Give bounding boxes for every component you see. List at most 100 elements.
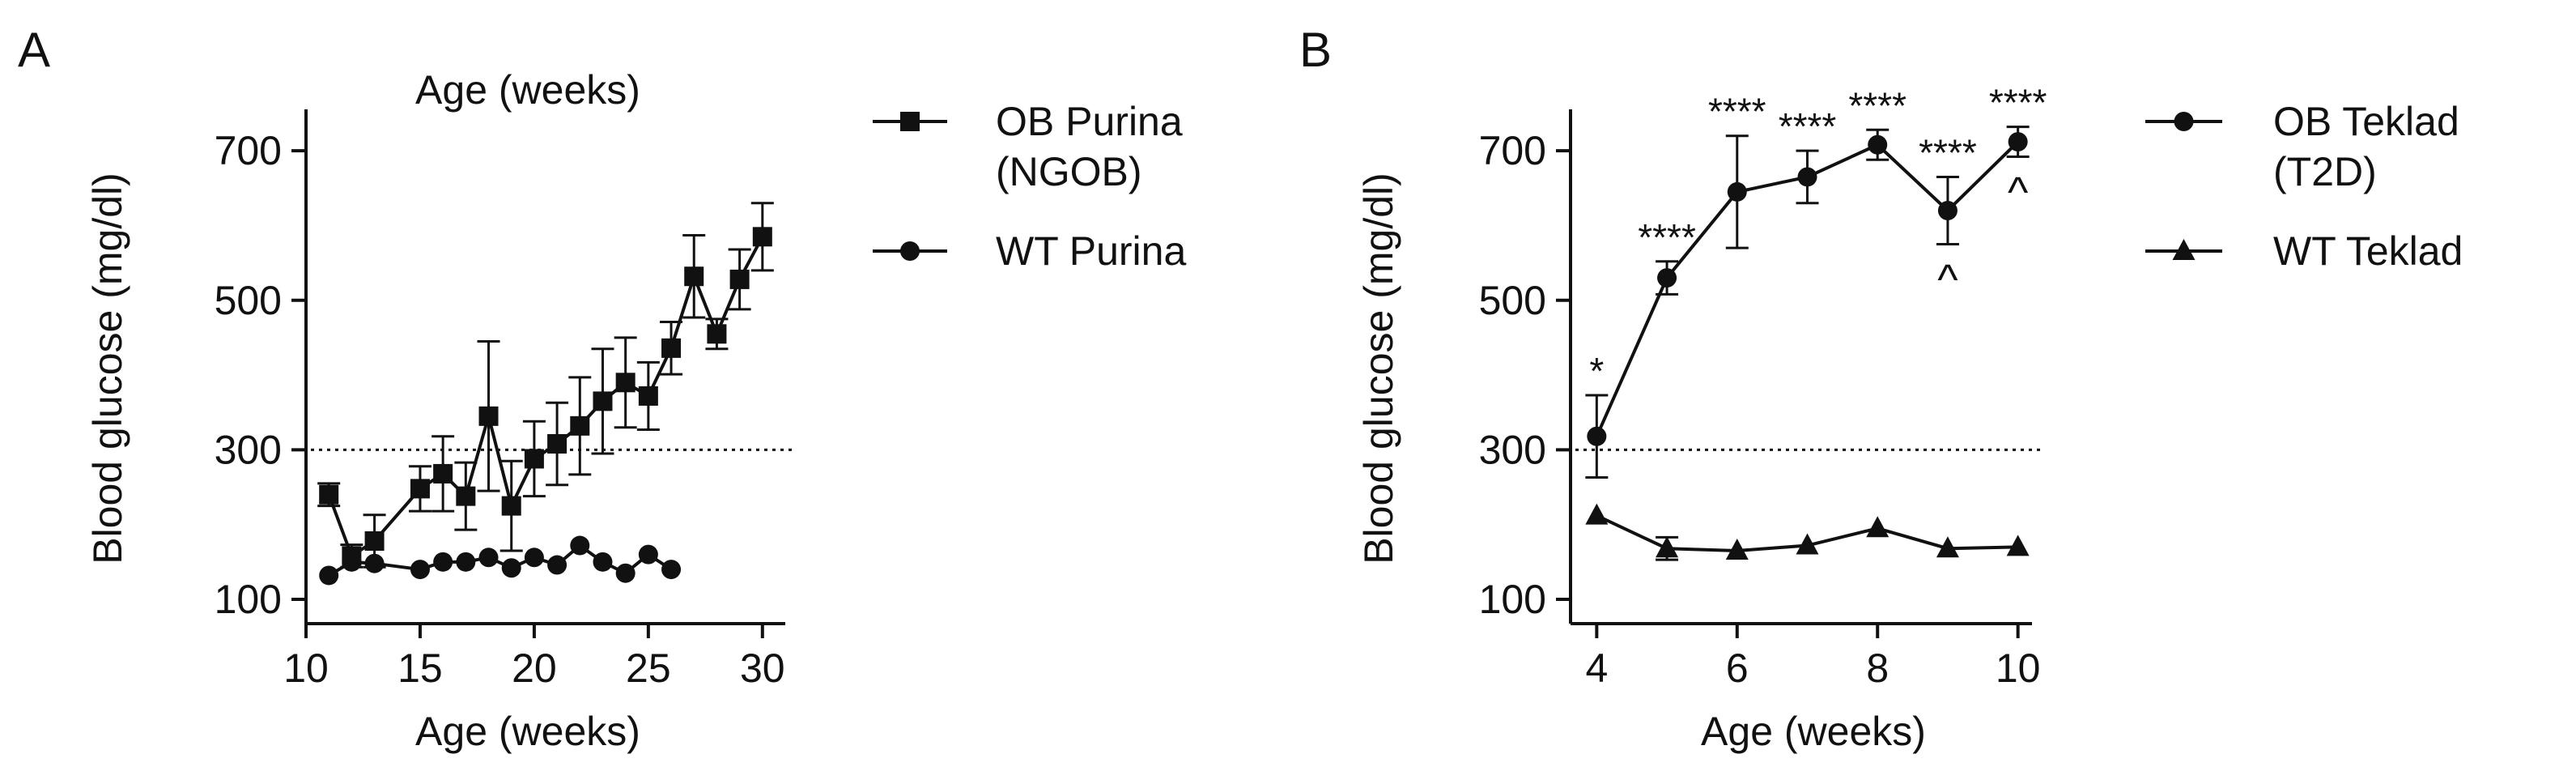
data-point (410, 560, 430, 580)
data-point (638, 544, 658, 565)
data-point (410, 479, 430, 499)
data-point (2006, 535, 2030, 556)
x-tick-label: 20 (512, 646, 557, 691)
panel-letter-b: B (1299, 23, 1332, 77)
y-tick-label: 300 (215, 427, 282, 472)
legend-label: WT Purina (996, 228, 1186, 274)
x-tick-label: 15 (397, 646, 443, 691)
data-point (661, 560, 682, 580)
legend-label: (T2D) (2273, 149, 2377, 194)
x-tick-label: 6 (1726, 646, 1749, 691)
significance-label: **** (1779, 105, 1837, 147)
legend-item: OB Teklad (T2D) (2145, 99, 2459, 194)
x-axis-label: Age (weeks) (1701, 709, 1926, 754)
x-axis-label: Age (weeks) (415, 709, 640, 754)
data-point (1797, 167, 1817, 187)
data-point (707, 324, 727, 344)
data-point (615, 373, 635, 393)
y-axis-label: Blood glucose (mg/dl) (1356, 173, 1401, 565)
panel-a: A Age (weeks) 100 300 500 700 10 15 20 25 30 Age (w… (18, 23, 1186, 754)
y-tick-label: 100 (1479, 577, 1546, 622)
data-point (501, 496, 521, 516)
data-point (524, 548, 544, 568)
series-ob-teklad-t2d (1585, 126, 2030, 479)
significance-caret: ^ (1937, 256, 1958, 305)
data-point (1937, 201, 1958, 220)
significance-label: **** (1848, 84, 1906, 126)
significance-label: **** (1708, 91, 1766, 133)
y-tick-label: 100 (215, 577, 282, 622)
data-point (456, 486, 476, 506)
legend-marker (900, 241, 920, 261)
significance-label: **** (1989, 82, 2047, 124)
legend-label: (NGOB) (996, 149, 1142, 194)
data-point (456, 552, 476, 572)
x-tick-label: 4 (1585, 646, 1608, 691)
data-point (1936, 536, 1959, 558)
data-point (1866, 516, 1889, 538)
x-tick-label: 25 (626, 646, 671, 691)
data-point (570, 415, 590, 436)
legend-label: OB Purina (996, 99, 1183, 144)
data-point (319, 565, 339, 586)
data-point (364, 553, 385, 573)
legend-label: WT Teklad (2273, 228, 2463, 274)
data-point (2008, 132, 2028, 152)
data-point (684, 266, 704, 287)
y-axis-label: Blood glucose (mg/dl) (85, 173, 130, 565)
y-tick-label: 700 (215, 128, 282, 173)
data-point (1868, 134, 1888, 155)
data-point (342, 552, 362, 572)
significance-label: **** (1919, 131, 1977, 173)
y-tick-label: 500 (215, 278, 282, 323)
panel-letter-a: A (18, 23, 50, 77)
y-tick-label: 300 (1479, 427, 1546, 472)
x-tick-label: 30 (740, 646, 785, 691)
data-point (1657, 268, 1677, 288)
legend-marker (2172, 239, 2196, 260)
data-point (433, 463, 453, 484)
legend-item: WT Teklad (2145, 228, 2463, 274)
data-point (1725, 539, 1749, 560)
data-point (1587, 426, 1607, 446)
data-point (615, 563, 635, 583)
legend-marker (2174, 112, 2194, 131)
data-point (752, 227, 772, 247)
data-point (433, 552, 453, 572)
legend-marker (900, 112, 920, 131)
data-point (661, 338, 682, 358)
data-point (1727, 181, 1747, 202)
data-point (593, 552, 613, 572)
y-tick-label: 700 (1479, 128, 1546, 173)
data-point (1796, 533, 1819, 555)
series-ob-purina-ngob (317, 202, 774, 569)
data-point (478, 548, 499, 568)
x-tick-label: 10 (283, 646, 329, 691)
x-tick-label: 8 (1866, 646, 1889, 691)
data-point (524, 449, 544, 469)
significance-caret: ^ (2008, 168, 2029, 217)
legend-item: WT Purina (873, 228, 1186, 274)
y-tick-label: 500 (1479, 278, 1546, 323)
panel-b: B 100 300 500 700 4 6 8 10 Age (weeks) Blood gluco… (1299, 23, 2463, 754)
series-wt-teklad (1585, 503, 2030, 561)
significance-label: * (1589, 350, 1604, 392)
data-point (570, 535, 590, 556)
data-point (478, 406, 499, 426)
significance-label: **** (1638, 216, 1696, 258)
data-point (547, 555, 567, 575)
data-point (547, 434, 567, 454)
data-point (501, 558, 521, 578)
data-point (593, 391, 613, 411)
x-tick-label: 10 (1996, 646, 2041, 691)
data-point (364, 531, 385, 551)
series-wt-purina (319, 535, 682, 586)
data-point (729, 269, 750, 289)
data-point (1585, 503, 1609, 525)
legend-label: OB Teklad (2273, 99, 2459, 144)
data-point (319, 484, 339, 505)
data-point (638, 386, 658, 406)
legend-item: OB Purina (NGOB) (873, 99, 1183, 194)
data-point (1656, 536, 1679, 558)
